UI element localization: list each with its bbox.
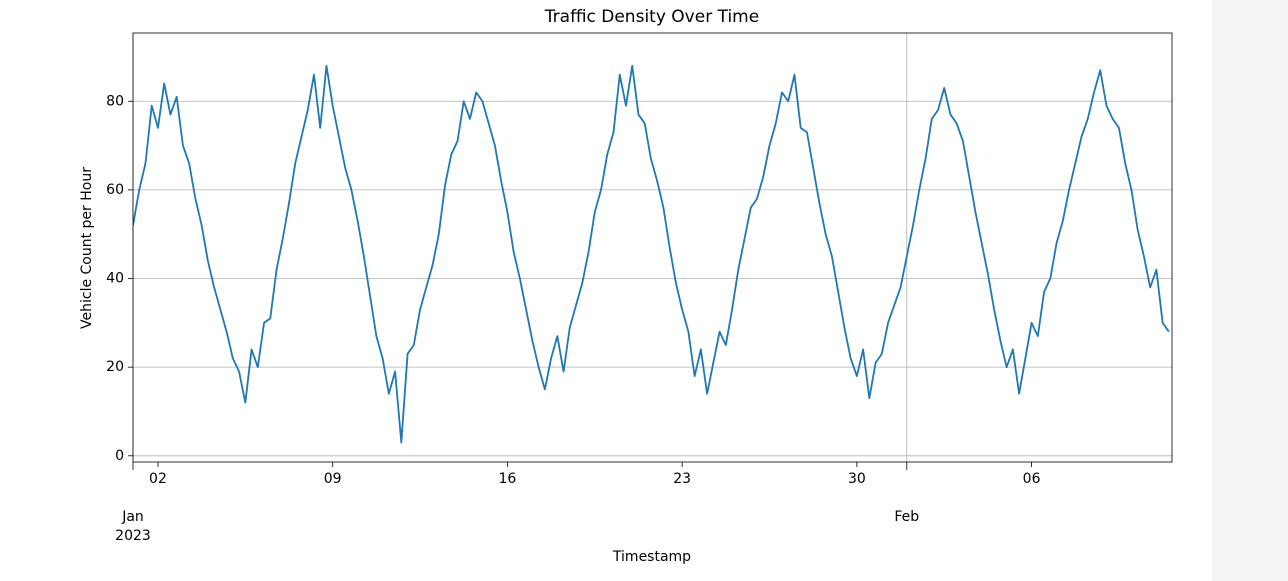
y-tick-label: 0	[115, 448, 124, 464]
x-tick-label: 09	[324, 471, 342, 487]
data-line	[133, 64, 1170, 444]
month-label: Feb	[894, 509, 919, 525]
y-tick-label: 40	[106, 271, 124, 287]
side-panel	[1212, 0, 1288, 581]
x-tick-label: 16	[499, 471, 517, 487]
chart-title: Traffic Density Over Time	[544, 7, 759, 27]
x-tick-label: 23	[673, 471, 691, 487]
y-tick-label: 60	[106, 182, 124, 198]
x-tick-label: 30	[848, 471, 866, 487]
y-tick-label: 20	[106, 359, 124, 375]
x-tick-label: 02	[149, 471, 167, 487]
plot-frame	[132, 32, 1173, 463]
month-label: Jan	[121, 509, 144, 525]
x-tick-label: 06	[1023, 471, 1041, 487]
year-label: 2023	[115, 528, 151, 544]
y-tick-label: 80	[106, 93, 124, 109]
y-axis-label: Vehicle Count per Hour	[79, 167, 95, 329]
x-axis-label: Timestamp	[612, 549, 691, 565]
